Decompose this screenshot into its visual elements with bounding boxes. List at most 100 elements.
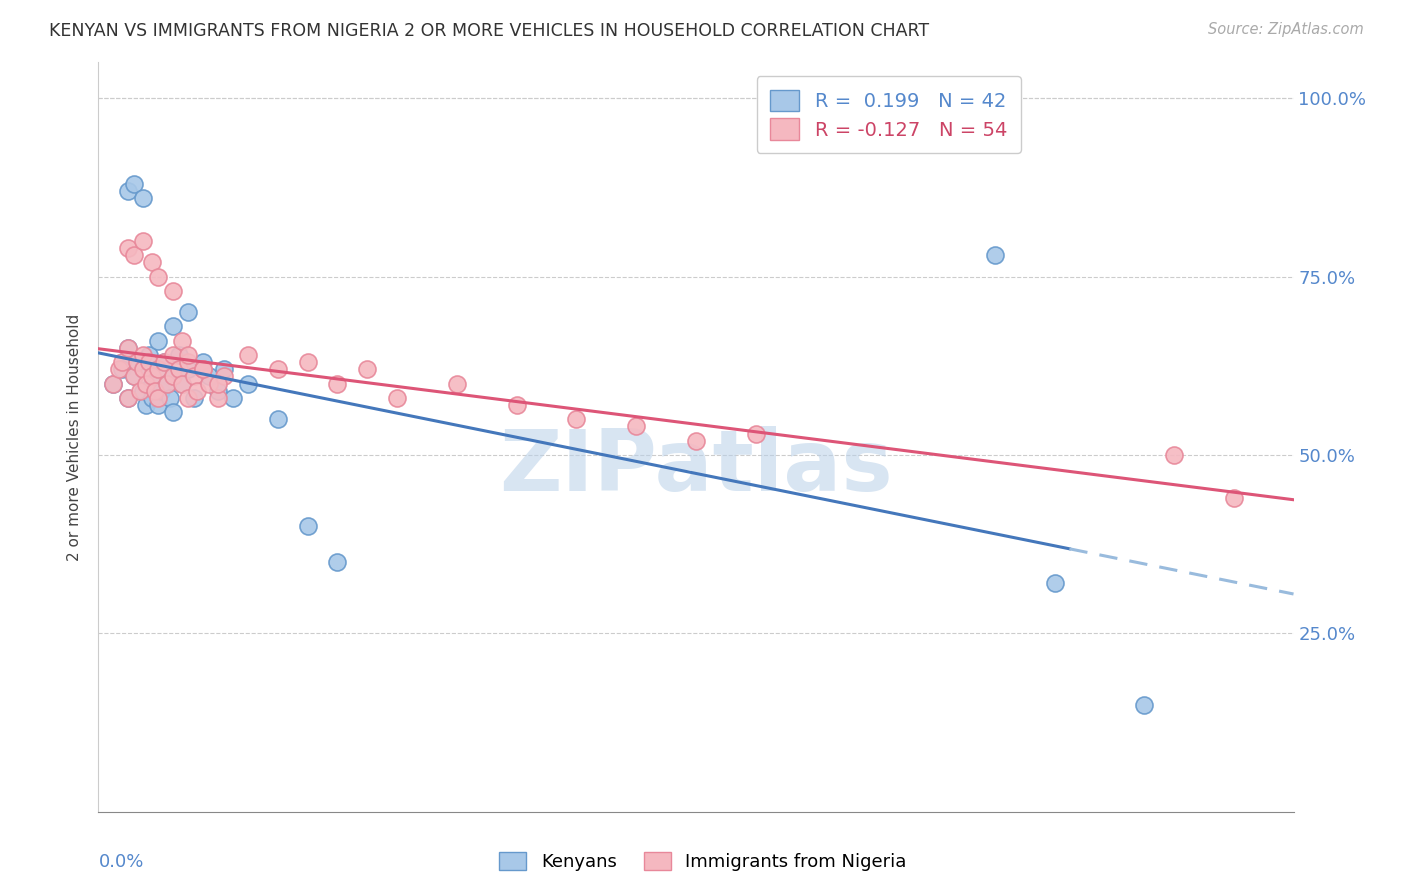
Point: [135, 376, 157, 391]
Point: [117, 241, 139, 255]
Point: [103, 376, 125, 391]
Point: [207, 384, 229, 398]
Point: [506, 398, 529, 412]
Point: [138, 348, 160, 362]
Point: [143, 384, 166, 398]
Point: [153, 355, 176, 369]
Point: [1163, 448, 1185, 462]
Point: [150, 384, 173, 398]
Point: [117, 391, 139, 405]
Point: [141, 391, 163, 405]
Point: [207, 391, 229, 405]
Point: [127, 355, 149, 369]
Point: [297, 519, 319, 533]
Point: [356, 362, 378, 376]
Point: [117, 391, 139, 405]
Point: [1043, 576, 1066, 591]
Point: [117, 184, 139, 198]
Point: [159, 391, 181, 405]
Point: [177, 391, 200, 405]
Point: [124, 248, 146, 262]
Point: [183, 391, 205, 405]
Point: [148, 269, 170, 284]
Point: [156, 376, 179, 391]
Point: [172, 334, 194, 348]
Point: [167, 362, 190, 376]
Point: [191, 362, 214, 376]
Point: [446, 376, 468, 391]
Point: [141, 255, 163, 269]
Point: [326, 376, 349, 391]
Point: [148, 362, 170, 376]
Point: [129, 384, 152, 398]
Point: [326, 555, 349, 569]
Point: [127, 355, 149, 369]
Point: [183, 369, 205, 384]
Point: [177, 355, 200, 369]
Point: [172, 376, 194, 391]
Point: [141, 376, 163, 391]
Text: 0.0%: 0.0%: [98, 853, 143, 871]
Point: [135, 398, 157, 412]
Point: [148, 398, 170, 412]
Point: [141, 369, 163, 384]
Point: [162, 319, 184, 334]
Point: [172, 376, 194, 391]
Point: [1223, 491, 1246, 505]
Point: [177, 305, 200, 319]
Point: [745, 426, 768, 441]
Point: [626, 419, 648, 434]
Point: [207, 376, 229, 391]
Point: [132, 362, 155, 376]
Point: [162, 405, 184, 419]
Point: [162, 369, 184, 384]
Point: [162, 348, 184, 362]
Point: [198, 376, 221, 391]
Point: [198, 369, 221, 384]
Point: [117, 341, 139, 355]
Point: [124, 177, 146, 191]
Point: [132, 362, 155, 376]
Point: [148, 362, 170, 376]
Point: [111, 362, 134, 376]
Point: [222, 391, 245, 405]
Point: [132, 234, 155, 248]
Point: [148, 391, 170, 405]
Point: [153, 355, 176, 369]
Point: [132, 191, 155, 205]
Point: [385, 391, 409, 405]
Point: [162, 284, 184, 298]
Point: [267, 412, 290, 426]
Text: ZIPatlas: ZIPatlas: [499, 425, 893, 508]
Point: [565, 412, 588, 426]
Point: [132, 348, 155, 362]
Point: [111, 355, 134, 369]
Point: [191, 355, 214, 369]
Point: [138, 355, 160, 369]
Point: [297, 355, 319, 369]
Point: [103, 376, 125, 391]
Point: [177, 348, 200, 362]
Point: [156, 376, 179, 391]
Point: [186, 384, 208, 398]
Point: [267, 362, 290, 376]
Text: Source: ZipAtlas.com: Source: ZipAtlas.com: [1208, 22, 1364, 37]
Point: [148, 334, 170, 348]
Legend: Kenyans, Immigrants from Nigeria: Kenyans, Immigrants from Nigeria: [492, 845, 914, 879]
Text: KENYAN VS IMMIGRANTS FROM NIGERIA 2 OR MORE VEHICLES IN HOUSEHOLD CORRELATION CH: KENYAN VS IMMIGRANTS FROM NIGERIA 2 OR M…: [49, 22, 929, 40]
Point: [212, 369, 235, 384]
Point: [212, 362, 235, 376]
Point: [177, 362, 200, 376]
Legend: R =  0.199   N = 42, R = -0.127   N = 54: R = 0.199 N = 42, R = -0.127 N = 54: [756, 76, 1021, 153]
Y-axis label: 2 or more Vehicles in Household: 2 or more Vehicles in Household: [67, 313, 83, 561]
Point: [685, 434, 707, 448]
Point: [124, 369, 146, 384]
Point: [236, 376, 259, 391]
Point: [191, 362, 214, 376]
Point: [984, 248, 1007, 262]
Point: [167, 348, 190, 362]
Point: [132, 384, 155, 398]
Point: [117, 341, 139, 355]
Point: [236, 348, 259, 362]
Point: [124, 369, 146, 384]
